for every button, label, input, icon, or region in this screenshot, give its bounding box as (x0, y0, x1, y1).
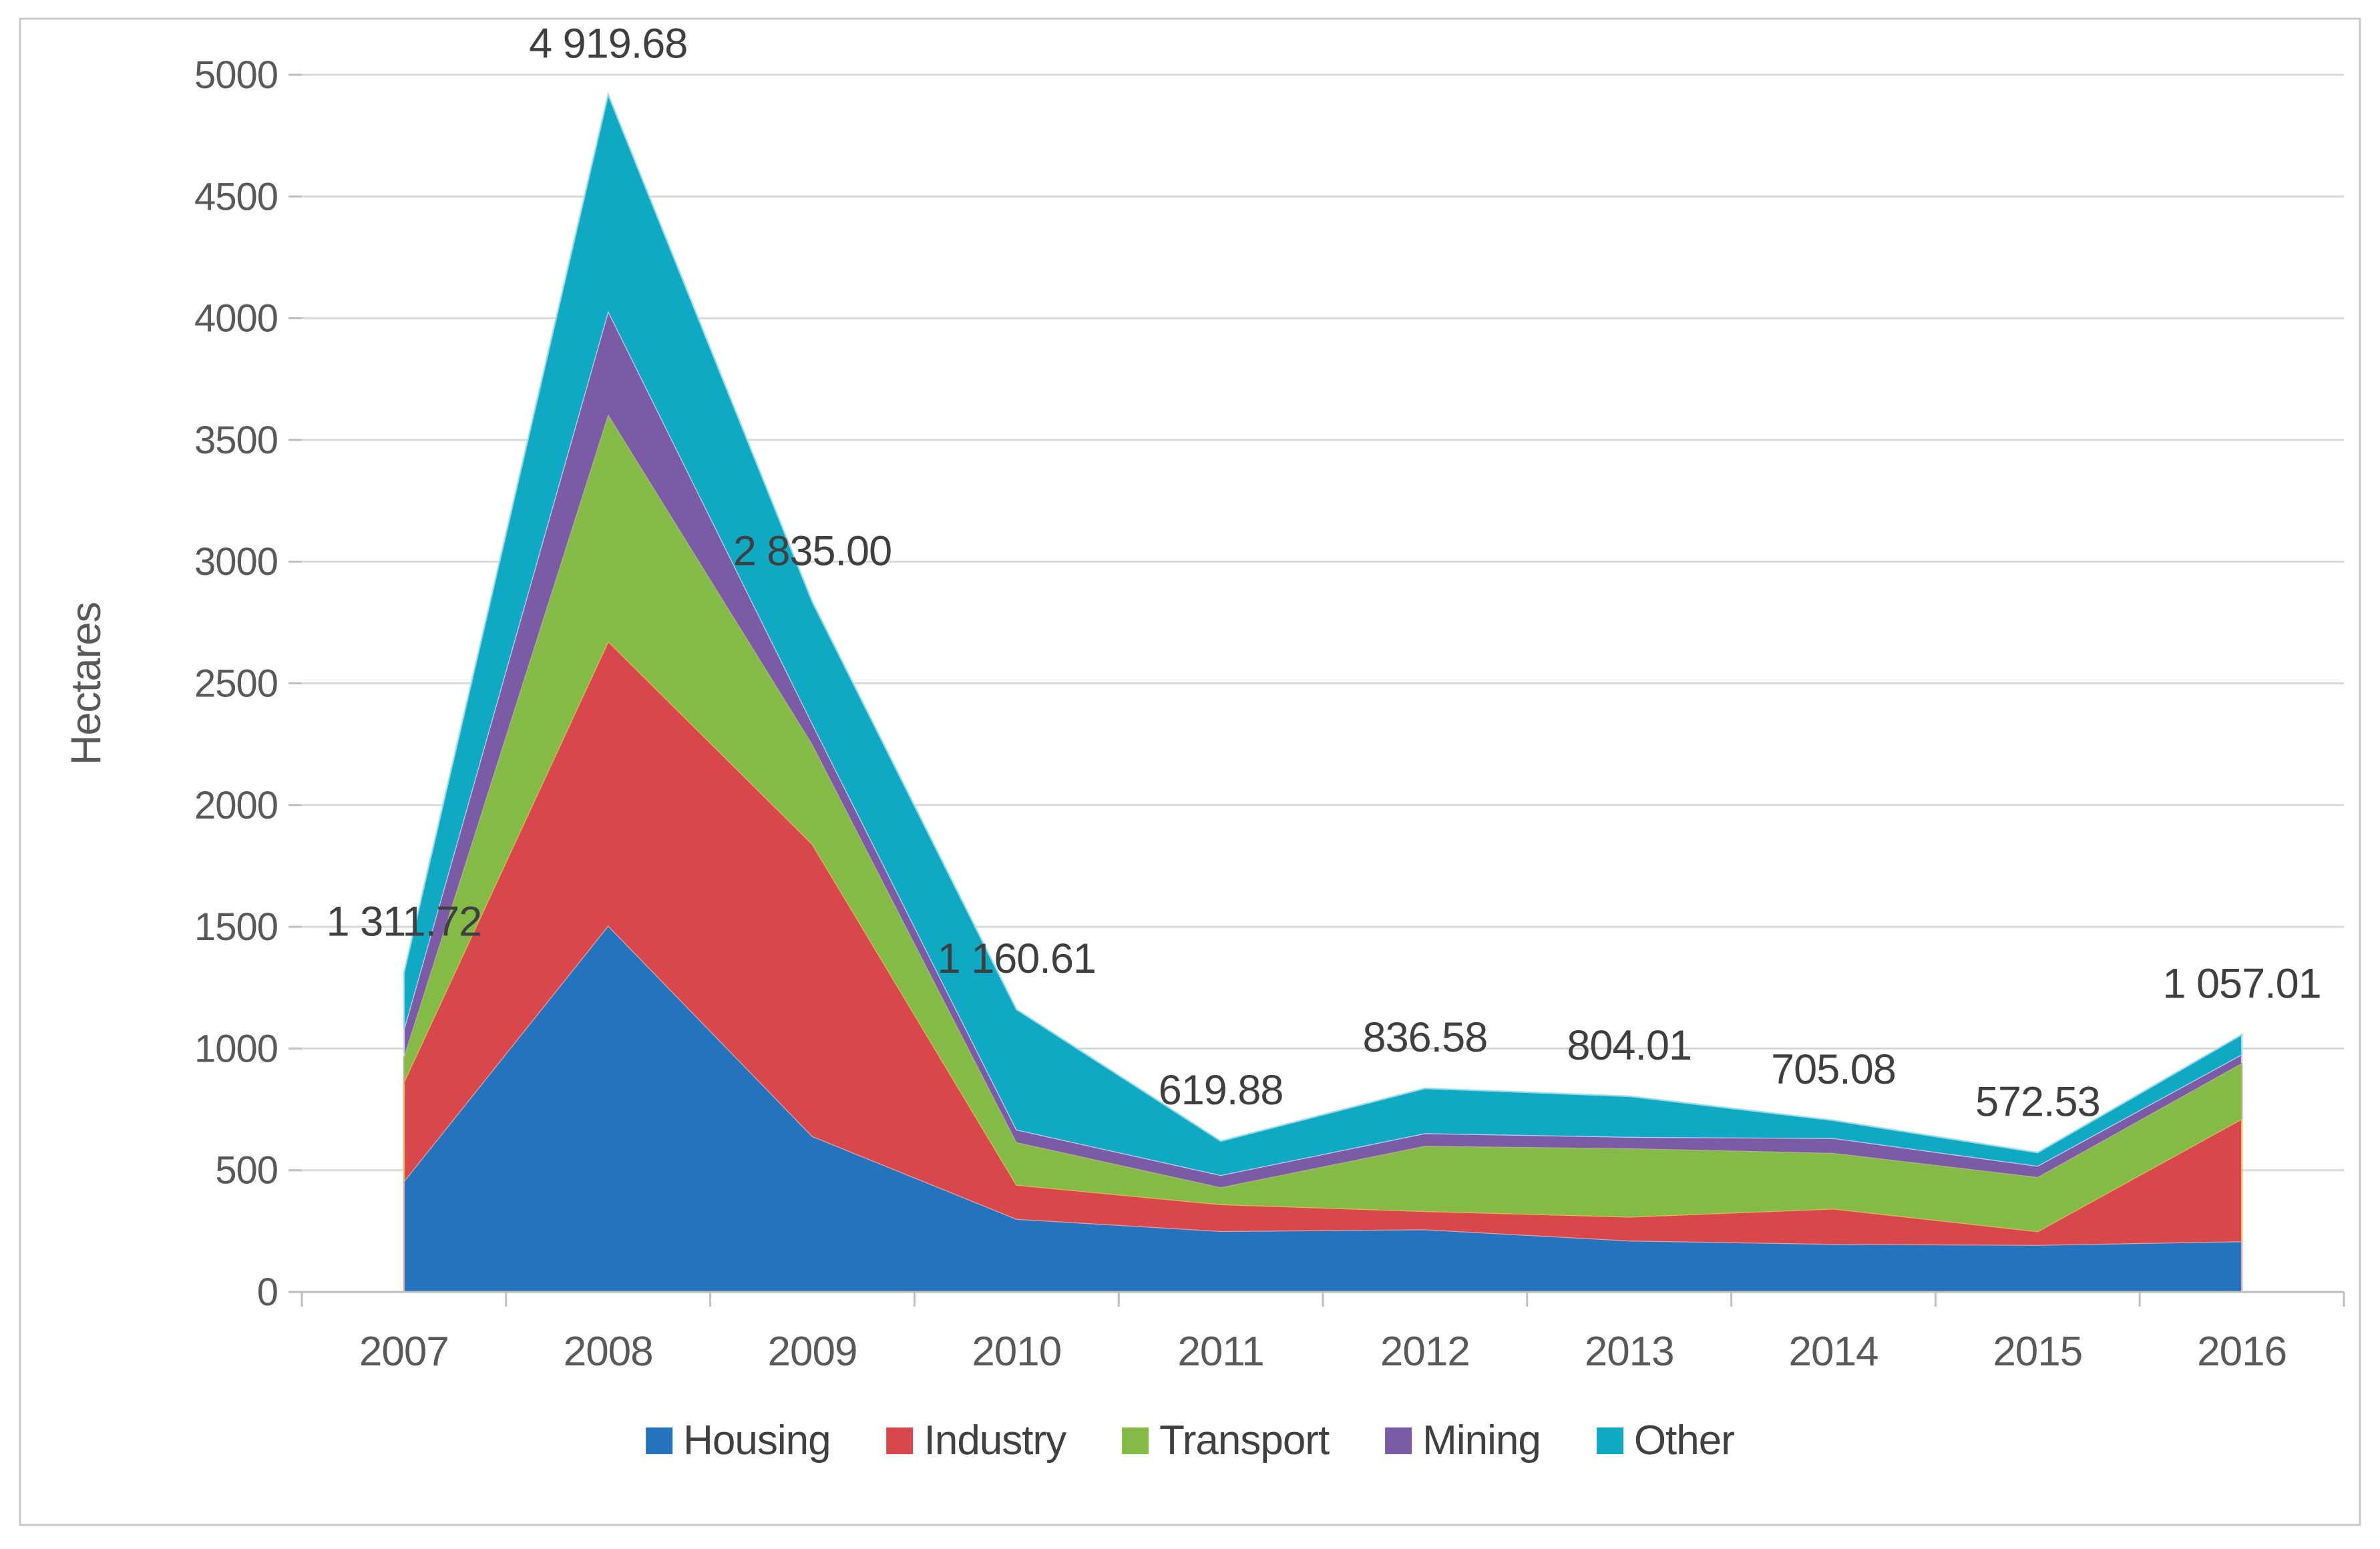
y-axis-title: Hectares (63, 602, 110, 765)
data-label-2015: 572.53 (1975, 1078, 2100, 1125)
data-label-2009: 2 835.00 (733, 527, 891, 574)
x-tick-label-2012: 2012 (1380, 1329, 1470, 1375)
y-tick-label-0: 0 (257, 1271, 278, 1314)
x-tick-label-2009: 2009 (768, 1329, 857, 1375)
x-tick-label-2008: 2008 (564, 1329, 653, 1375)
data-label-2012: 836.58 (1363, 1014, 1488, 1061)
x-tick-label-2011: 2011 (1177, 1329, 1263, 1375)
x-tick-label-2016: 2016 (2197, 1329, 2287, 1375)
legend-item-housing: Housing (646, 1417, 831, 1464)
legend-label-other: Other (1633, 1417, 1735, 1464)
x-tick-label-2014: 2014 (1789, 1329, 1878, 1375)
data-label-2013: 804.01 (1567, 1022, 1692, 1069)
legend-swatch-transport-icon (1122, 1427, 1149, 1454)
y-tick-label-4000: 4000 (194, 297, 278, 341)
data-label-2007: 1 311.72 (327, 899, 482, 945)
y-tick-label-1500: 1500 (194, 905, 278, 949)
y-tick-label-2000: 2000 (194, 784, 278, 827)
legend-item-industry: Industry (886, 1417, 1067, 1464)
x-tick-label-2015: 2015 (1993, 1329, 2082, 1375)
legend-item-other: Other (1596, 1417, 1735, 1464)
legend-swatch-housing-icon (646, 1427, 673, 1454)
legend-swatch-other-icon (1596, 1427, 1623, 1454)
data-label-2014: 705.08 (1771, 1046, 1896, 1093)
x-tick-label-2010: 2010 (972, 1329, 1061, 1375)
x-tick-label-2013: 2013 (1585, 1329, 1674, 1375)
legend-swatch-mining-icon (1385, 1427, 1412, 1454)
y-tick-label-500: 500 (215, 1149, 278, 1192)
area-edge-other (403, 91, 2243, 1154)
area-transport (403, 414, 2242, 1232)
y-tick-label-1000: 1000 (194, 1027, 278, 1070)
area-industry (403, 641, 2242, 1245)
y-tick-label-2500: 2500 (194, 662, 278, 706)
x-tick-label-2007: 2007 (359, 1329, 449, 1375)
figure-border (19, 17, 2361, 1526)
legend-label-housing: Housing (683, 1417, 831, 1464)
data-label-2016: 1 057.01 (2162, 961, 2321, 1008)
data-label-2010: 1 160.61 (938, 935, 1096, 982)
area-other (403, 94, 2242, 1175)
y-tick-label-5000: 5000 (194, 53, 278, 97)
legend-label-mining: Mining (1422, 1417, 1541, 1464)
legend-item-mining: Mining (1385, 1417, 1541, 1464)
y-tick-label-3500: 3500 (194, 419, 278, 462)
legend-label-transport: Transport (1159, 1417, 1330, 1464)
area-edge-housing (403, 924, 2243, 1292)
chart-legend: Housing Industry Transport Mining Other (646, 1417, 1735, 1464)
legend-item-transport: Transport (1122, 1417, 1330, 1464)
data-label-2008: 4 919.68 (529, 20, 687, 67)
legend-swatch-industry-icon (886, 1427, 914, 1454)
area-mining (403, 310, 2242, 1188)
data-label-2011: 619.88 (1159, 1067, 1283, 1114)
area-housing (403, 925, 2242, 1292)
y-tick-label-3000: 3000 (194, 540, 278, 584)
legend-label-industry: Industry (924, 1417, 1067, 1464)
y-tick-label-4500: 4500 (194, 175, 278, 218)
